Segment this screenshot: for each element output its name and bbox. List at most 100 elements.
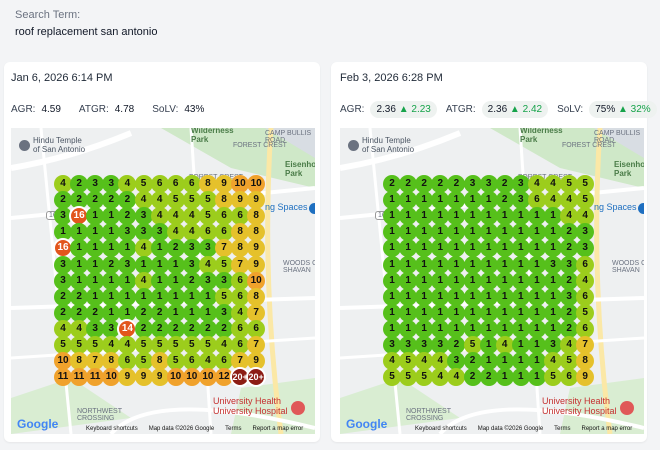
rank-dot[interactable]: 5 xyxy=(70,336,89,354)
rank-dot[interactable]: 1 xyxy=(447,287,466,306)
rank-dot[interactable]: 8 xyxy=(247,207,266,226)
rank-dot[interactable]: 2 xyxy=(560,271,579,290)
rank-dot[interactable]: 5 xyxy=(399,368,418,387)
rank-dot[interactable]: 1 xyxy=(511,287,530,306)
rank-dot[interactable]: 1 xyxy=(86,207,105,226)
rank-dot[interactable]: 2 xyxy=(479,368,498,387)
rank-dot[interactable]: 6 xyxy=(215,352,233,371)
rank-dot[interactable]: 3 xyxy=(102,175,121,193)
rank-dot[interactable]: 6 xyxy=(231,207,250,226)
rank-dot[interactable]: 2 xyxy=(495,175,514,193)
rank-grid-map[interactable]: Hindu Temple of San Antonio Wilderness Pa… xyxy=(11,128,315,434)
rank-dot[interactable]: 4 xyxy=(198,255,217,274)
rank-dot[interactable]: 1 xyxy=(527,319,546,338)
rank-dot[interactable]: 1 xyxy=(383,223,401,242)
rank-dot[interactable]: 1 xyxy=(415,223,434,242)
rank-dot[interactable]: 8 xyxy=(150,352,169,371)
rank-dot[interactable]: 8 xyxy=(198,175,217,193)
rank-dot[interactable]: 2 xyxy=(495,191,514,210)
rank-dot[interactable]: 5 xyxy=(166,352,185,371)
rank-dot[interactable]: 1 xyxy=(544,223,562,242)
rank-dot[interactable]: 5 xyxy=(150,336,169,354)
rank-dot[interactable]: 1 xyxy=(182,287,201,306)
rank-dot[interactable]: 2 xyxy=(118,207,137,226)
rank-dot[interactable]: 1 xyxy=(102,239,121,258)
rank-dot[interactable]: 1 xyxy=(150,271,169,290)
rank-dot[interactable]: 3 xyxy=(134,207,153,226)
rank-dot[interactable]: 1 xyxy=(495,223,514,242)
rank-dot[interactable]: 4 xyxy=(70,319,89,338)
rank-dot[interactable]: 5 xyxy=(134,175,153,193)
rank-dot[interactable]: 10 xyxy=(54,352,72,371)
rank-dot[interactable]: 1 xyxy=(447,303,466,322)
rank-dot[interactable]: 1 xyxy=(415,191,434,210)
rank-dot[interactable]: 2 xyxy=(383,175,401,193)
rank-dot[interactable]: 6 xyxy=(118,352,137,371)
rank-dot[interactable]: 1 xyxy=(86,271,105,290)
rank-dot[interactable]: 1 xyxy=(118,239,137,258)
rank-dot[interactable]: 1 xyxy=(431,207,450,226)
rank-dot[interactable]: 1 xyxy=(383,303,401,322)
rank-dot[interactable]: 1 xyxy=(399,239,418,258)
rank-dot[interactable]: 1 xyxy=(383,239,401,258)
rank-dot[interactable]: 1 xyxy=(399,207,418,226)
rank-dot[interactable]: 1 xyxy=(399,287,418,306)
rank-dot[interactable]: 4 xyxy=(447,368,466,387)
rank-dot[interactable]: 11 xyxy=(86,368,105,387)
rank-dot[interactable]: 1 xyxy=(479,319,498,338)
rank-dot[interactable]: 1 xyxy=(527,352,546,371)
rank-dot[interactable]: 1 xyxy=(511,271,530,290)
rank-dot[interactable]: 1 xyxy=(431,287,450,306)
rank-dot[interactable]: 1 xyxy=(102,287,121,306)
rank-dot[interactable]: 4 xyxy=(198,352,217,371)
rank-dot[interactable]: 2 xyxy=(198,319,217,338)
rank-dot[interactable]: 1 xyxy=(495,303,514,322)
rank-dot[interactable]: 1 xyxy=(166,303,185,322)
rank-dot[interactable]: 1 xyxy=(447,191,466,210)
rank-dot[interactable]: 1 xyxy=(463,223,482,242)
rank-dot[interactable]: 5 xyxy=(182,336,201,354)
report-map-error-link[interactable]: Report a map error xyxy=(581,426,633,432)
rank-dot[interactable]: 2 xyxy=(54,191,72,210)
rank-dot[interactable]: 1 xyxy=(86,255,105,274)
rank-dot[interactable]: 5 xyxy=(576,303,595,322)
rank-dot[interactable]: 1 xyxy=(415,271,434,290)
rank-dot[interactable]: 3 xyxy=(544,336,562,354)
rank-dot[interactable]: 1 xyxy=(463,239,482,258)
rank-dot[interactable]: 9 xyxy=(215,175,233,193)
rank-dot[interactable]: 1 xyxy=(463,287,482,306)
rank-dot[interactable]: 3 xyxy=(54,271,72,290)
rank-dot[interactable]: 9 xyxy=(231,191,250,210)
rank-dot[interactable]: 1 xyxy=(511,207,530,226)
rank-dot[interactable]: 3 xyxy=(560,287,579,306)
rank-dot[interactable]: 5 xyxy=(166,191,185,210)
rank-dot[interactable]: 4 xyxy=(383,352,401,371)
rank-dot[interactable]: 2 xyxy=(399,175,418,193)
rank-dot[interactable]: 2 xyxy=(70,287,89,306)
rank-dot[interactable]: 1 xyxy=(70,223,89,242)
rank-dot[interactable]: 2 xyxy=(134,303,153,322)
rank-dot[interactable]: 1 xyxy=(447,207,466,226)
rank-dot[interactable]: 7 xyxy=(231,352,250,371)
rank-dot[interactable]: 1 xyxy=(479,239,498,258)
rank-dot[interactable]: 2 xyxy=(560,319,579,338)
rank-dot[interactable]: 2 xyxy=(102,191,121,210)
rank-dot[interactable]: 8 xyxy=(215,191,233,210)
terms-link[interactable]: Terms xyxy=(225,426,242,432)
rank-dot[interactable]: 1 xyxy=(527,287,546,306)
rank-dot[interactable]: 1 xyxy=(431,303,450,322)
rank-dot[interactable]: 1 xyxy=(198,303,217,322)
rank-dot[interactable]: 1 xyxy=(399,191,418,210)
rank-dot[interactable]: 1 xyxy=(495,368,514,387)
rank-dot[interactable]: 6 xyxy=(576,287,595,306)
rank-dot[interactable]: 1 xyxy=(447,319,466,338)
rank-dot[interactable]: 5 xyxy=(134,336,153,354)
rank-dot[interactable]: 3 xyxy=(118,255,137,274)
rank-dot[interactable]: 1 xyxy=(527,336,546,354)
rank-dot[interactable]: 5 xyxy=(576,175,595,193)
rank-dot[interactable]: 1 xyxy=(102,271,121,290)
rank-dot[interactable]: 10 xyxy=(182,368,201,387)
rank-dot[interactable]: 6 xyxy=(231,319,250,338)
rank-dot[interactable]: 6 xyxy=(576,319,595,338)
rank-dot[interactable]: 4 xyxy=(544,175,562,193)
